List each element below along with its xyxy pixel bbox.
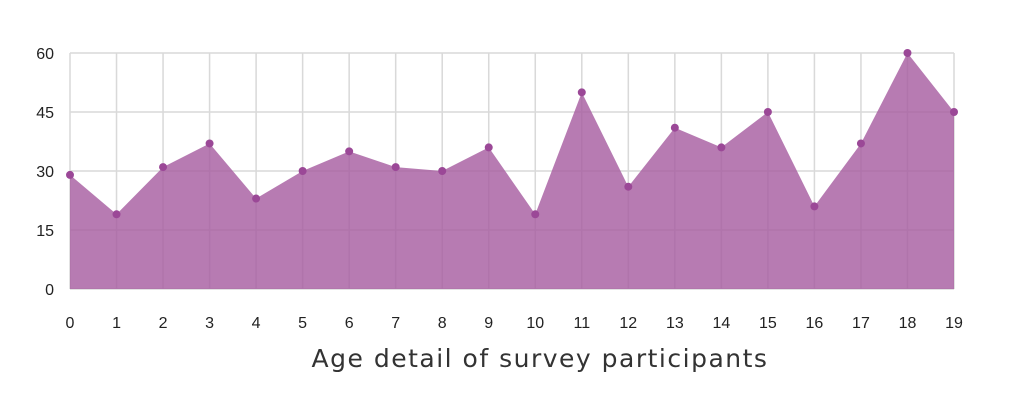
data-point <box>717 143 726 152</box>
data-point <box>345 147 354 156</box>
area-fill <box>70 53 954 289</box>
x-tick-label: 12 <box>619 315 637 332</box>
y-tick-label: 0 <box>45 282 54 299</box>
x-tick-label: 11 <box>573 315 590 332</box>
data-point <box>856 139 865 148</box>
x-tick-label: 5 <box>298 315 307 332</box>
data-markers <box>66 49 958 219</box>
data-point <box>298 167 307 175</box>
data-point <box>484 143 493 152</box>
data-point <box>577 88 586 97</box>
area-series <box>70 53 954 289</box>
data-point <box>670 123 679 132</box>
x-tick-label: 7 <box>391 315 400 332</box>
x-tick-label: 2 <box>159 315 168 332</box>
x-axis-ticks: 0 1 2 3 4 5 6 7 8 9 10 11 12 13 14 15 16 17 18 19 <box>66 315 963 332</box>
x-tick-label: 15 <box>759 315 777 332</box>
data-point <box>252 194 261 203</box>
data-point <box>112 210 121 219</box>
y-tick-label: 60 <box>36 46 54 63</box>
x-tick-label: 14 <box>712 315 730 332</box>
x-tick-label: 1 <box>112 315 121 332</box>
x-tick-label: 9 <box>484 315 493 332</box>
data-point <box>391 163 400 172</box>
y-tick-label: 30 <box>36 164 54 181</box>
data-point <box>531 210 540 219</box>
data-point <box>66 170 74 179</box>
data-point <box>903 49 912 57</box>
x-tick-label: 0 <box>66 315 75 332</box>
x-tick-label: 4 <box>252 315 261 332</box>
x-tick-label: 8 <box>438 315 447 332</box>
y-axis-ticks: 0 15 30 45 60 <box>36 46 54 299</box>
data-point <box>624 182 633 191</box>
data-point <box>810 202 819 211</box>
x-tick-label: 16 <box>806 315 824 332</box>
x-tick-label: 3 <box>205 315 214 332</box>
y-tick-label: 45 <box>36 105 54 122</box>
x-tick-label: 17 <box>852 315 870 332</box>
x-tick-label: 18 <box>899 315 917 332</box>
x-tick-label: 6 <box>345 315 354 332</box>
data-point <box>763 108 772 116</box>
data-point <box>159 163 168 172</box>
x-tick-label: 19 <box>945 315 963 332</box>
data-point <box>438 167 447 175</box>
x-tick-label: 10 <box>526 315 544 332</box>
x-axis-title: Age detail of survey participants <box>312 344 769 373</box>
x-tick-label: 13 <box>666 315 684 332</box>
data-point <box>950 108 958 116</box>
data-point <box>205 139 214 148</box>
y-tick-label: 15 <box>36 223 54 240</box>
